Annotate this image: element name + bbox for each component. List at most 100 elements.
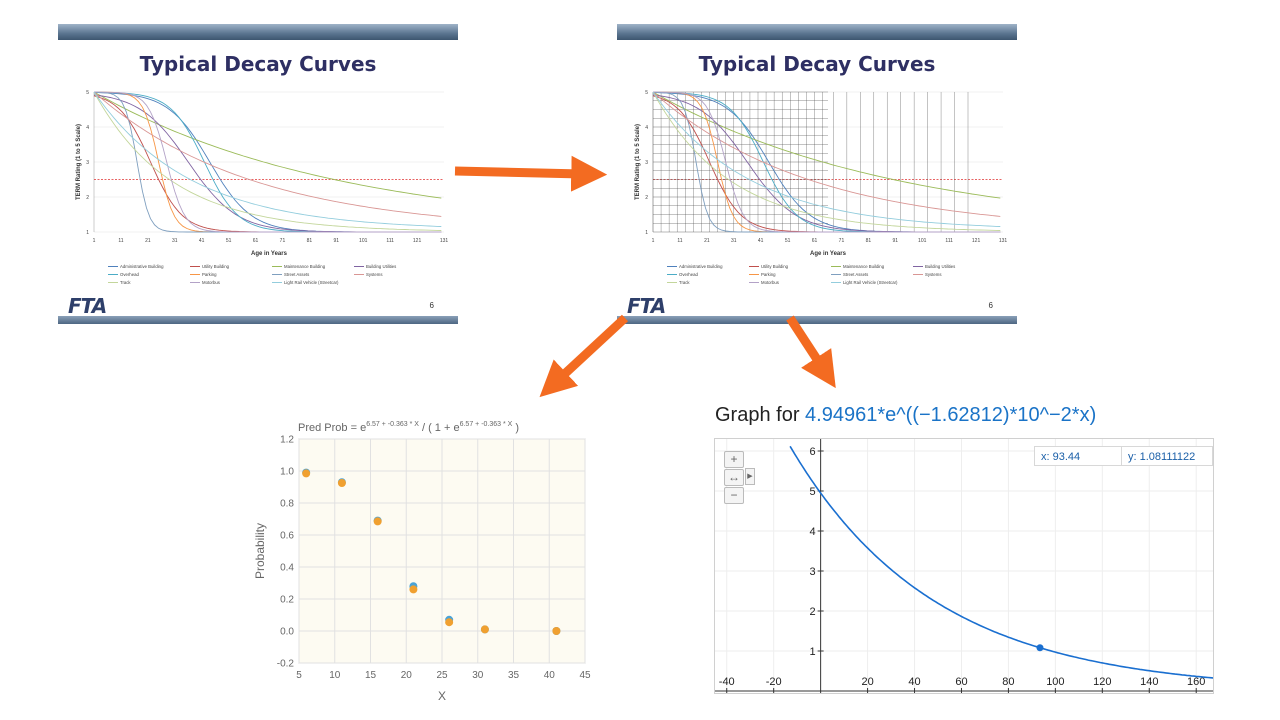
y-tick-label: 4	[810, 526, 816, 538]
x-tick-label: 91	[334, 238, 340, 244]
decay-curve	[652, 91, 1001, 217]
x-tick-label: 21	[145, 238, 151, 244]
x-tick-label: 111	[945, 238, 953, 244]
slide-header-bar	[617, 24, 1017, 40]
x-axis-label: X	[438, 689, 446, 703]
x-tick-label: 60	[955, 676, 967, 688]
x-tick-label: 61	[812, 238, 818, 244]
x-axis-label: Age in Years	[251, 251, 288, 257]
predicted-point	[373, 517, 382, 526]
slide-title: Typical Decay Curves	[139, 52, 377, 76]
decay-curve	[93, 91, 442, 227]
legend-label: Administrative Building	[120, 264, 164, 269]
slide-footer-bar	[58, 316, 458, 324]
x-tick-label: 131	[440, 238, 449, 244]
fta-logo: FTA	[627, 294, 666, 318]
readout-x: x: 93.44	[1034, 446, 1122, 466]
x-tick-label: 1	[652, 238, 655, 244]
slide-original: Typical Decay Curves 1 2 3 4 5 1 11 21 31 41 51 61 7…	[58, 24, 458, 324]
y-tick-label: 5	[645, 90, 648, 96]
legend-label: Building Utilities	[366, 264, 396, 269]
x-tick-label: 121	[972, 238, 981, 244]
slide-footer-bar	[617, 316, 1017, 324]
legend-label: Parking	[202, 272, 217, 277]
zoom-controls: + ↔ − ▶	[724, 451, 755, 505]
zoom-out-button[interactable]: −	[724, 487, 744, 504]
x-tick-label: 40	[544, 670, 556, 681]
predicted-point	[409, 585, 418, 594]
y-tick-label: 2	[645, 195, 648, 201]
slide-gridded: Typical Decay Curves 1 2 3 4 5 1 11 21 31 41 51 61 7…	[617, 24, 1017, 324]
predicted-point	[480, 625, 489, 634]
predicted-point	[445, 618, 454, 627]
x-tick-label: 71	[839, 238, 845, 244]
logistic-chart-panel: Pred Prob = e6.57 + -0.363 * X / ( 1 + e…	[250, 412, 600, 712]
x-tick-label: 31	[731, 238, 737, 244]
decay-curve	[652, 91, 1001, 231]
y-axis-label: TERM Rating (1 to 5 Scale)	[635, 124, 641, 200]
decay-curve	[652, 91, 1001, 233]
graph-title: Graph for 4.94961*e^((−1.62812)*10^−2*x)	[715, 404, 1097, 426]
slide-title: Typical Decay Curves	[698, 52, 936, 76]
legend-label: Building Utilities	[925, 264, 955, 269]
x-tick-label: 51	[226, 238, 232, 244]
decay-curve	[93, 91, 442, 233]
legend-label: Parking	[761, 272, 776, 277]
arrow-down-right	[786, 315, 836, 389]
legend-label: Motorbus	[761, 280, 779, 285]
predicted-point	[337, 479, 346, 487]
y-axis-label: Probability	[253, 523, 267, 579]
x-tick-label: 31	[172, 238, 178, 244]
x-tick-label: 51	[785, 238, 791, 244]
legend-label: Light Rail Vehicle (Streetcar)	[284, 280, 339, 285]
x-tick-label: 140	[1140, 676, 1158, 688]
x-tick-label: 120	[1093, 676, 1111, 688]
x-tick-label: 61	[253, 238, 259, 244]
expand-arrow-icon[interactable]: ▶	[745, 468, 755, 485]
x-tick-label: 81	[307, 238, 313, 244]
x-tick-label: 11	[677, 238, 682, 244]
y-tick-label: 0.2	[280, 595, 294, 606]
predicted-point	[552, 627, 561, 635]
x-tick-label: 40	[908, 676, 920, 688]
x-tick-label: 71	[280, 238, 286, 244]
x-tick-label: 35	[508, 670, 520, 681]
x-tick-label: 131	[999, 238, 1008, 244]
zoom-in-button[interactable]: +	[724, 451, 744, 468]
y-tick-label: 5	[810, 486, 816, 498]
y-tick-label: 0.6	[280, 531, 294, 542]
pan-button[interactable]: ↔	[724, 469, 744, 486]
legend-label: Motorbus	[202, 280, 220, 285]
graph-panel[interactable]: -40 -20 20 40 60 80 100 120 140 160 1 2 3 4 5 6	[714, 438, 1214, 694]
legend-label: Administrative Building	[679, 264, 723, 269]
page-number: 6	[988, 301, 993, 310]
y-tick-label: 3	[810, 566, 816, 578]
x-tick-label: 41	[199, 238, 205, 244]
function-graph[interactable]: -40 -20 20 40 60 80 100 120 140 160 1 2 3 4 5 6	[715, 439, 1214, 694]
x-tick-label: 101	[918, 238, 927, 244]
legend-label: Track	[120, 280, 131, 285]
legend-label: Utility Building	[202, 264, 230, 269]
x-tick-label: 80	[1002, 676, 1014, 688]
x-tick-label: 41	[758, 238, 764, 244]
slide-header-bar	[58, 24, 458, 40]
function-curve	[789, 445, 1213, 679]
y-tick-label: 2	[810, 606, 816, 618]
y-tick-label: 1	[86, 230, 89, 236]
x-tick-label: -40	[719, 676, 735, 688]
y-tick-label: 2	[86, 195, 89, 201]
x-tick-label: 81	[866, 238, 872, 244]
decay-curve	[652, 91, 1001, 199]
y-tick-label: 1.0	[280, 467, 294, 478]
arrow-down-left	[539, 314, 629, 398]
decay-curve	[93, 95, 442, 233]
y-tick-label: 1	[810, 646, 816, 658]
x-tick-label: 5	[296, 670, 302, 681]
legend-label: Street Assets	[843, 272, 868, 277]
x-axis-label: Age in Years	[810, 251, 847, 257]
x-tick-label: 11	[118, 238, 123, 244]
x-tick-label: 30	[472, 670, 484, 681]
legend-label: Light Rail Vehicle (Streetcar)	[843, 280, 898, 285]
decay-curve	[93, 91, 442, 231]
